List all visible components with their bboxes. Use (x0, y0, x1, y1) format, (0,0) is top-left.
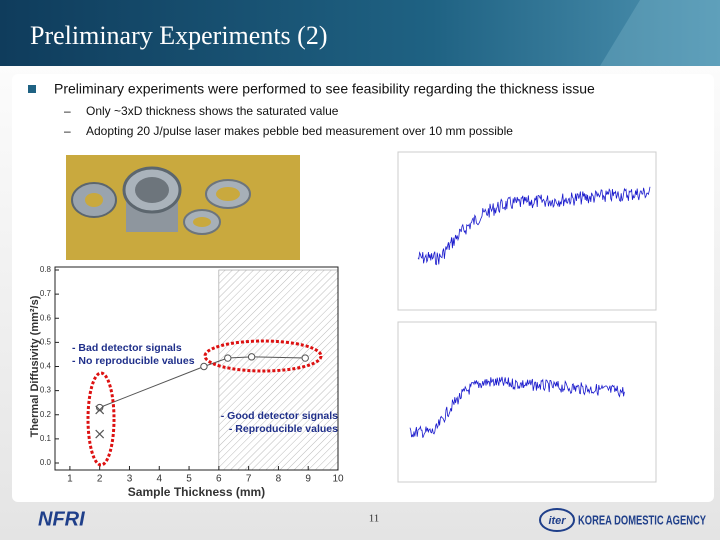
x-axis-label: Sample Thickness (mm) (128, 485, 265, 499)
data-point (301, 354, 309, 362)
annotation: - Bad detector signals (72, 342, 182, 354)
iter-logo-ring (539, 508, 575, 532)
footer-logo: iter (548, 515, 566, 527)
signal-plot (397, 321, 657, 483)
sub-marker: – (64, 104, 71, 118)
x-tick-label: 6 (216, 474, 222, 485)
y-tick-label: 0.4 (40, 362, 52, 371)
y-tick-label: 0.8 (40, 265, 52, 274)
data-point (200, 362, 208, 371)
x-tick-label: 3 (127, 474, 133, 485)
bullet: Preliminary experiments were performed t… (54, 81, 595, 97)
sub-bullet: Adopting 20 J/pulse laser makes pebble b… (86, 124, 513, 138)
highlight-ellipse (203, 339, 323, 373)
y-tick-label: 0.2 (40, 410, 52, 419)
annotation: - Reproducible values (229, 423, 338, 435)
data-point (95, 429, 105, 439)
footer-logo: NFRI (38, 508, 85, 530)
x-tick-label: 9 (305, 474, 311, 485)
x-tick-label: 10 (332, 474, 344, 485)
y-tick-label: 0.3 (40, 386, 52, 395)
data-point (247, 353, 256, 361)
x-tick-label: 2 (97, 474, 103, 485)
signal-plot (397, 151, 657, 311)
x-tick-label: 8 (276, 474, 282, 485)
y-tick-label: 0.6 (40, 313, 52, 322)
bullet-marker (28, 85, 36, 93)
y-tick-label: 0.7 (40, 289, 52, 298)
sub-marker: – (64, 124, 71, 138)
annotation: - Good detector signals (221, 410, 338, 422)
y-tick-label: 0.0 (40, 458, 52, 467)
y-tick-label: 0.1 (40, 434, 52, 443)
highlight-ellipse (86, 371, 116, 467)
footer-text: KOREA DOMESTIC AGENCY (578, 512, 706, 527)
x-tick-label: 4 (156, 474, 162, 485)
data-point (224, 354, 232, 362)
y-axis-label: Thermal Diffusivity (mm²/s) (29, 295, 41, 437)
chart: 0.0 0.1 0.2 0.3 0.4 0.5 0.6 0.7 0.8 1 2 3 4 5 6 7 8 9 10 Sa… (29, 265, 344, 499)
title: Preliminary Experiments (2) (30, 21, 327, 50)
page-number: 11 (369, 513, 380, 525)
sub-bullet: Only ~3xD thickness shows the saturated … (86, 104, 339, 118)
title-stripe (600, 0, 720, 66)
data-point (95, 405, 105, 415)
annotation: - No reproducible values (72, 355, 195, 367)
title-bar (0, 0, 720, 66)
x-tick-label: 1 (67, 474, 73, 485)
photo (66, 155, 300, 260)
x-tick-label: 7 (246, 474, 252, 485)
plot-frame (54, 266, 339, 471)
x-tick-label: 5 (186, 474, 192, 485)
y-tick-label: 0.5 (40, 337, 52, 346)
